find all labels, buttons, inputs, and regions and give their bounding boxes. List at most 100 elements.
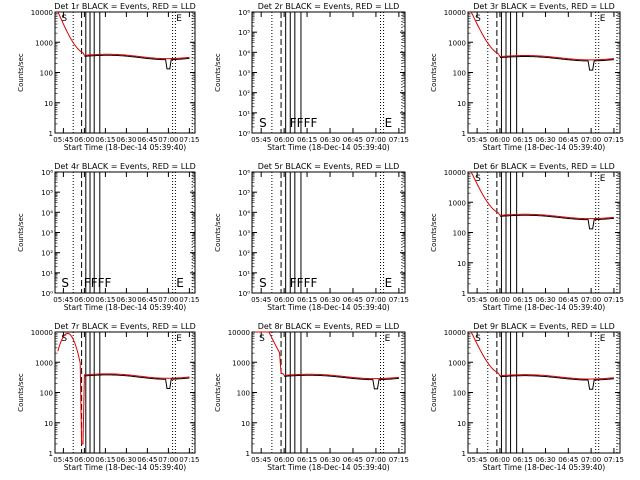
events-series-line xyxy=(499,214,614,230)
y-tick-label: 100 xyxy=(453,70,466,78)
panel-title: Det 4r BLACK = Events, RED = LLD xyxy=(54,162,196,171)
panel-title: Det 2r BLACK = Events, RED = LLD xyxy=(258,2,400,11)
x-tick-label: 06:15 xyxy=(297,296,317,304)
x-tick-label: 06:00 xyxy=(274,296,294,304)
y-tick-label: 10¹ xyxy=(238,270,250,278)
lld-series-line xyxy=(470,331,614,380)
y-tick-label: 10² xyxy=(238,90,250,98)
marker-letter: E xyxy=(176,14,182,24)
marker-letter: E xyxy=(600,334,606,344)
panel-8: Det 8r BLACK = Events, RED = LLD 1 10 100 10… xyxy=(214,322,409,472)
plot-frame xyxy=(251,11,406,134)
x-tick-label: 06:30 xyxy=(320,296,340,304)
panel-title: Det 7r BLACK = Events, RED = LLD xyxy=(54,322,196,331)
marker-letter: S xyxy=(475,174,481,184)
x-tick-label: 07:15 xyxy=(179,136,199,144)
x-axis-label: Start Time (18-Dec-14 05:39:40) xyxy=(483,303,605,312)
x-tick-label: 06:30 xyxy=(535,456,555,464)
x-tick-label: 05:45 xyxy=(53,296,73,304)
x-axis-label: Start Time (18-Dec-14 05:39:40) xyxy=(483,463,605,472)
y-tick-label: 10⁰ xyxy=(238,130,250,138)
marker-letter: S xyxy=(475,334,481,344)
x-tick-label: 07:00 xyxy=(581,136,601,144)
x-tick-label: 06:30 xyxy=(320,136,340,144)
y-axis-label: Counts/sec xyxy=(430,213,438,252)
marker-letter: E xyxy=(176,276,184,290)
y-tick-label: 1000 xyxy=(448,359,466,367)
y-tick-label: 1 xyxy=(462,130,466,138)
panel-7: Det 7r BLACK = Events, RED = LLD 1 10 100 10… xyxy=(17,322,199,472)
events-series-line xyxy=(84,374,190,389)
y-tick-label: 10⁵ xyxy=(238,189,250,197)
marker-letter: E xyxy=(385,334,391,344)
x-tick-label: 07:15 xyxy=(179,456,199,464)
x-tick-label: 06:15 xyxy=(95,456,115,464)
x-tick-label: 07:15 xyxy=(604,456,624,464)
x-tick-label: 05:45 xyxy=(251,296,271,304)
y-axis-label: Counts/sec xyxy=(17,53,25,92)
x-tick-label: 07:00 xyxy=(366,136,386,144)
y-tick-label: 10⁶ xyxy=(238,9,250,17)
x-tick-label: 06:00 xyxy=(74,296,94,304)
marker-letter: S xyxy=(61,276,69,290)
plot-frame xyxy=(251,171,406,294)
y-tick-label: 1 xyxy=(49,450,53,458)
x-tick-label: 07:15 xyxy=(389,456,409,464)
events-series-line xyxy=(84,54,190,70)
x-axis-label: Start Time (18-Dec-14 05:39:40) xyxy=(267,463,389,472)
x-tick-label: 07:00 xyxy=(158,296,178,304)
y-tick-label: 1 xyxy=(462,450,466,458)
y-tick-label: 1000 xyxy=(232,359,250,367)
x-tick-label: 07:15 xyxy=(179,296,199,304)
x-tick-label: 07:15 xyxy=(604,136,624,144)
x-tick-label: 07:15 xyxy=(604,296,624,304)
y-tick-label: 10000 xyxy=(444,169,466,177)
lld-series-line xyxy=(57,332,190,445)
y-tick-label: 1000 xyxy=(35,359,53,367)
marker-letter: E xyxy=(385,116,393,130)
x-tick-label: 06:00 xyxy=(74,456,94,464)
y-tick-label: 10³ xyxy=(238,70,250,78)
x-axis-label: Start Time (18-Dec-14 05:39:40) xyxy=(267,143,389,152)
x-tick-label: 06:00 xyxy=(490,456,510,464)
x-tick-label: 05:45 xyxy=(467,296,487,304)
y-tick-label: 1000 xyxy=(35,39,53,47)
y-tick-label: 10⁴ xyxy=(41,209,53,217)
x-axis-label: Start Time (18-Dec-14 05:39:40) xyxy=(64,463,186,472)
x-tick-label: 07:00 xyxy=(158,136,178,144)
x-tick-label: 06:45 xyxy=(558,136,578,144)
lld-series-line xyxy=(470,11,614,61)
x-tick-label: 06:30 xyxy=(116,136,136,144)
marker-letter: E xyxy=(600,174,606,184)
y-tick-label: 10 xyxy=(457,260,466,268)
x-tick-label: 06:45 xyxy=(343,136,363,144)
lld-series-line xyxy=(57,11,190,60)
x-axis-label: Start Time (18-Dec-14 05:39:40) xyxy=(64,303,186,312)
y-tick-label: 100 xyxy=(237,390,250,398)
y-tick-label: 10000 xyxy=(31,9,53,17)
x-tick-label: 06:00 xyxy=(274,456,294,464)
y-tick-label: 100 xyxy=(453,230,466,238)
y-tick-label: 10² xyxy=(41,250,53,258)
y-tick-label: 10³ xyxy=(238,230,250,238)
marker-letter: S xyxy=(475,14,481,24)
x-tick-label: 07:00 xyxy=(366,456,386,464)
marker-letter: FFFF xyxy=(290,116,318,130)
y-tick-label: 10 xyxy=(241,420,250,428)
x-tick-label: 06:00 xyxy=(490,136,510,144)
x-tick-label: 06:15 xyxy=(95,136,115,144)
x-tick-label: 06:45 xyxy=(137,296,157,304)
x-tick-label: 05:45 xyxy=(53,136,73,144)
marker-letter: S xyxy=(259,276,267,290)
plot-frame xyxy=(251,331,406,454)
y-tick-label: 10 xyxy=(457,100,466,108)
x-tick-label: 06:30 xyxy=(116,296,136,304)
plot-frame xyxy=(54,331,196,454)
y-tick-label: 1 xyxy=(462,290,466,298)
y-tick-label: 1000 xyxy=(448,39,466,47)
panel-title: Det 3r BLACK = Events, RED = LLD xyxy=(473,2,615,11)
marker-letter: E xyxy=(176,334,182,344)
y-axis-label: Counts/sec xyxy=(214,53,222,92)
lld-series-line xyxy=(255,331,399,380)
events-series-line xyxy=(499,375,614,390)
